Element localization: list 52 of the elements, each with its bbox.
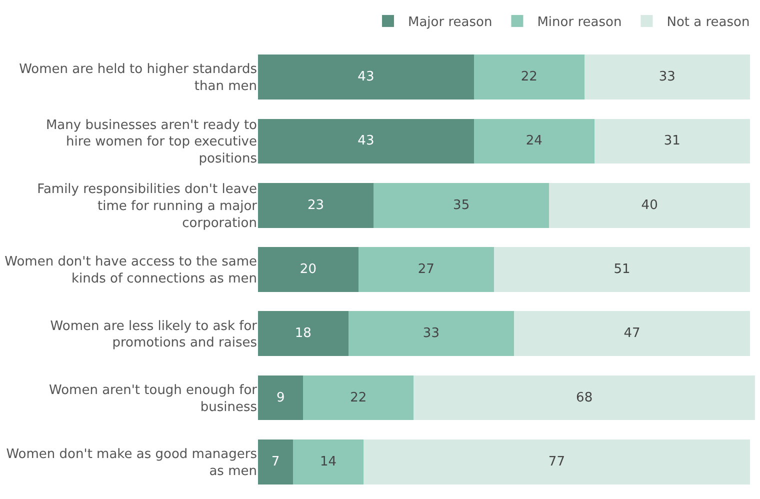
bar (258, 54, 474, 100)
bar (258, 247, 358, 292)
data-label: 27 (418, 262, 434, 277)
bar (549, 182, 750, 228)
data-label: 23 (307, 198, 324, 213)
y-tick-label: Women don't have access to the same kinds of connections as men (4, 254, 257, 286)
bar (258, 182, 374, 228)
bar (514, 311, 750, 356)
y-tick-label: Women aren't tough enough for business (49, 382, 258, 415)
data-label: 68 (576, 390, 593, 406)
data-label: 47 (624, 326, 640, 342)
bar (258, 375, 304, 420)
bar (494, 247, 750, 292)
bar (584, 54, 750, 100)
data-label: 43 (358, 70, 374, 85)
data-label: 77 (548, 454, 565, 470)
data-label: 7 (271, 454, 280, 470)
data-label: 9 (276, 390, 285, 406)
bar (474, 54, 584, 100)
bar (373, 182, 550, 228)
bar (258, 439, 294, 484)
legend-label: Not a reason (666, 15, 750, 30)
bar (358, 247, 494, 292)
data-label: 33 (422, 326, 440, 342)
data-label: 14 (320, 454, 337, 470)
bar (594, 118, 750, 164)
data-label: 33 (658, 70, 676, 85)
data-label: 22 (350, 390, 367, 406)
data-label: 43 (358, 134, 374, 149)
data-label: 51 (614, 262, 630, 277)
data-label: 31 (664, 134, 680, 149)
bar (474, 118, 594, 164)
data-label: 24 (526, 134, 542, 149)
legend-label: Major reason (408, 15, 492, 30)
data-label: 20 (300, 262, 316, 277)
data-label: 22 (520, 70, 538, 85)
bar (258, 118, 474, 164)
data-label: 40 (641, 198, 658, 213)
y-tick-label: Many businesses aren't ready to hire women for top executive positions (46, 118, 258, 167)
legend-label: Minor reason (537, 15, 622, 30)
y-tick-label: Women don't make as good managers as men (6, 447, 258, 479)
bar (258, 311, 348, 356)
y-tick-label: Women are less likely to ask for promotions and raises (50, 318, 258, 351)
bar (414, 375, 755, 420)
bar (363, 439, 750, 484)
bar (348, 311, 514, 356)
bar (293, 439, 364, 484)
y-tick-label: Women are held to higher standards than men (19, 62, 258, 94)
y-tick-label: Family responsibilities don't leave time for running a major corporation (37, 182, 258, 231)
bar (303, 375, 414, 420)
data-label: 18 (294, 326, 312, 342)
data-label: 35 (453, 198, 470, 213)
